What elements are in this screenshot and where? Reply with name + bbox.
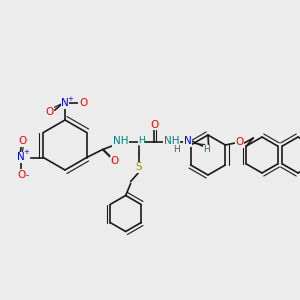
Text: O: O xyxy=(151,119,159,130)
Text: N: N xyxy=(184,136,191,146)
Text: -: - xyxy=(26,171,29,180)
Text: NH: NH xyxy=(164,136,179,146)
Text: H: H xyxy=(203,145,210,154)
Text: O: O xyxy=(79,98,87,108)
Text: O: O xyxy=(110,157,119,166)
Text: O: O xyxy=(17,169,26,179)
Text: NH: NH xyxy=(113,136,128,146)
Text: H: H xyxy=(173,145,180,154)
Text: H: H xyxy=(138,136,145,145)
Text: O: O xyxy=(18,136,26,146)
Text: +: + xyxy=(23,149,29,155)
Text: S: S xyxy=(135,163,142,172)
Text: +: + xyxy=(67,96,73,102)
Text: O: O xyxy=(235,137,243,147)
Text: N: N xyxy=(17,152,25,163)
Text: O: O xyxy=(45,107,53,117)
Text: N: N xyxy=(61,98,69,108)
